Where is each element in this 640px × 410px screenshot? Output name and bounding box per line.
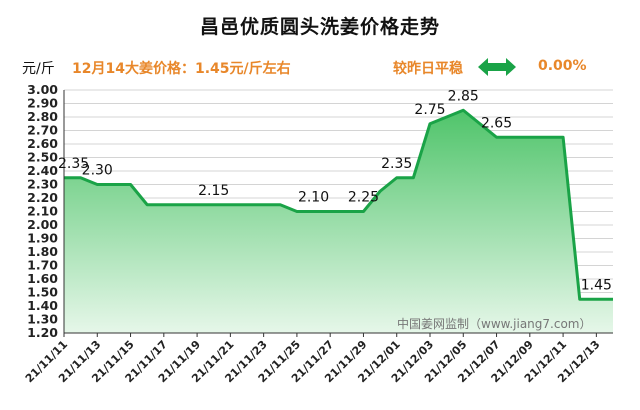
y-tick-label: 1.50 — [27, 285, 58, 300]
y-tick-label: 2.10 — [27, 204, 58, 219]
y-tick-label: 2.60 — [27, 136, 58, 151]
y-tick-label: 1.60 — [27, 271, 58, 286]
y-tick-label: 1.40 — [27, 298, 58, 313]
area-fill — [64, 110, 613, 333]
data-label: 2.65 — [481, 115, 512, 131]
y-tick-label: 2.90 — [27, 96, 58, 111]
y-tick-label: 1.30 — [27, 312, 58, 327]
watermark: 中国姜网监制（www.jiang7.com） — [397, 316, 591, 331]
y-tick-label: 1.80 — [27, 244, 58, 259]
chart-title: 昌邑优质圆头洗姜价格走势 — [199, 16, 440, 38]
data-label: 2.35 — [381, 156, 412, 172]
price-line — [64, 108, 613, 301]
y-tick-label: 1.70 — [27, 258, 58, 273]
data-labels: 2.352.302.15 2.10 2.252.352.752.852.651.45 — [58, 88, 612, 293]
info-row: 元/斤 12月14大姜价格：1.45元/斤左右 较昨日平稳 0.00% — [0, 58, 640, 82]
price-line-path — [64, 108, 613, 301]
compare-value: 0.00% — [538, 58, 587, 74]
area-fill-path — [64, 110, 613, 333]
data-label: 2.15 — [198, 183, 229, 199]
data-label: 1.45 — [581, 277, 612, 293]
y-tick-label: 2.80 — [27, 109, 58, 124]
y-tick-label: 2.30 — [27, 177, 58, 192]
data-label: 2.30 — [82, 163, 113, 179]
y-tick-label: 3.00 — [27, 82, 58, 97]
data-label: 2.85 — [448, 88, 479, 104]
unit-label: 元/斤 — [22, 61, 55, 77]
y-tick-label: 2.00 — [27, 217, 58, 232]
y-tick-label: 2.70 — [27, 123, 58, 138]
data-label: 2.35 — [58, 156, 89, 172]
compare-label: 较昨日平稳 — [393, 61, 463, 77]
y-tick-label: 1.20 — [27, 325, 58, 340]
y-tick-label: 2.20 — [27, 190, 58, 205]
y-tick-label: 1.90 — [27, 231, 58, 246]
data-label: 2.25 — [348, 190, 379, 206]
data-label: 2.75 — [414, 102, 445, 118]
left-right-arrow-icon — [478, 58, 516, 76]
data-label: 2.10 — [298, 190, 329, 206]
y-tick-label: 2.40 — [27, 163, 58, 178]
price-note: 12月14大姜价格：1.45元/斤左右 — [72, 61, 291, 77]
y-tick-label: 2.50 — [27, 150, 58, 165]
